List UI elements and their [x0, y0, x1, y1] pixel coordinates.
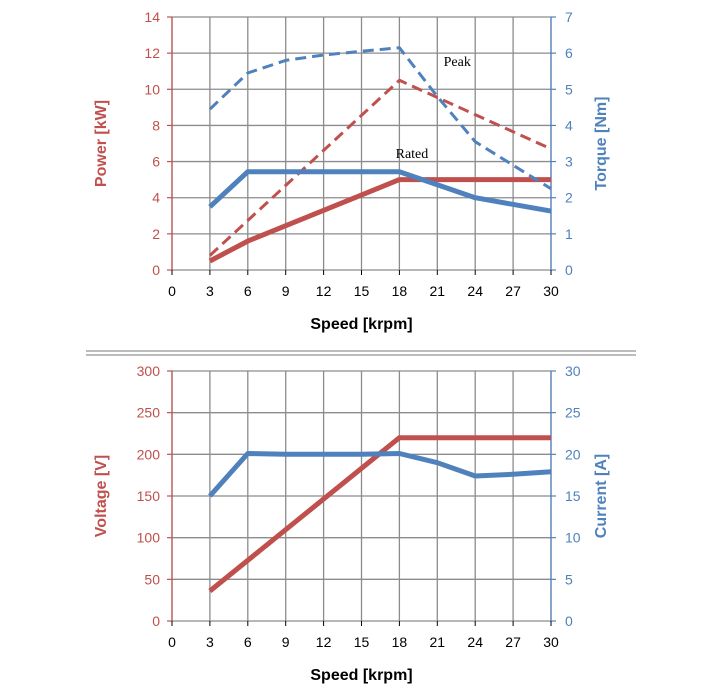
right-axis-tick-label: 0 [565, 613, 573, 629]
left-axis-tick-label: 50 [144, 571, 160, 587]
x-axis-title: Speed [krpm] [310, 667, 412, 684]
chart-divider [86, 350, 636, 356]
left-axis-tick-label: 14 [144, 9, 160, 25]
left-axis-tick-label: 300 [137, 363, 161, 379]
left-axis-tick-label: 4 [152, 190, 160, 206]
x-axis-tick-label: 18 [392, 283, 408, 299]
left-axis-tick-label: 12 [144, 45, 160, 61]
right-axis-title: Current [A] [593, 454, 610, 538]
x-axis-tick-label: 15 [354, 634, 370, 650]
x-axis-title: Speed [krpm] [310, 316, 412, 333]
blue-dashed-series-line [208, 46, 552, 190]
x-axis-tick-label: 30 [543, 283, 559, 299]
blue-solid-series-line [208, 169, 552, 214]
x-axis-tick-label: 9 [282, 634, 290, 650]
left-axis-tick-label: 100 [137, 530, 161, 546]
left-axis-title: Power [kW] [93, 100, 110, 187]
x-axis-tick-label: 15 [354, 283, 370, 299]
right-axis-tick-label: 5 [565, 571, 573, 587]
right-axis-title: Torque [Nm] [593, 97, 610, 191]
right-axis-tick-label: 30 [565, 363, 581, 379]
red-dashed-series-line [208, 78, 552, 257]
x-axis-tick-label: 27 [505, 283, 521, 299]
annotation-label: Rated [396, 147, 429, 162]
x-axis-tick-label: 24 [467, 634, 483, 650]
left-axis-tick-label: 0 [152, 262, 160, 278]
right-axis-tick-label: 10 [565, 530, 581, 546]
right-axis-tick-label: 5 [565, 81, 573, 97]
left-axis-tick-label: 8 [152, 117, 160, 133]
right-axis-tick-label: 3 [565, 154, 573, 170]
x-axis-tick-label: 18 [392, 634, 408, 650]
left-axis-tick-label: 10 [144, 81, 160, 97]
left-axis-tick-label: 2 [152, 226, 160, 242]
x-axis-tick-label: 27 [505, 634, 521, 650]
right-axis-tick-label: 6 [565, 45, 573, 61]
x-axis-tick-label: 21 [430, 634, 446, 650]
left-axis-tick-label: 0 [152, 613, 160, 629]
x-axis-tick-label: 21 [430, 283, 446, 299]
x-axis-tick-label: 9 [282, 283, 290, 299]
right-axis-tick-label: 7 [565, 9, 573, 25]
left-axis-tick-label: 250 [137, 405, 161, 421]
left-axis-tick-label: 6 [152, 154, 160, 170]
right-axis-tick-label: 0 [565, 262, 573, 278]
blue-solid-series-line [208, 451, 552, 498]
right-axis-tick-label: 2 [565, 190, 573, 206]
right-axis-tick-label: 4 [565, 117, 573, 133]
x-axis-tick-label: 30 [543, 634, 559, 650]
left-axis-tick-label: 200 [137, 446, 161, 462]
right-axis-tick-label: 1 [565, 226, 573, 242]
x-axis-tick-label: 12 [316, 634, 332, 650]
x-axis-tick-label: 3 [206, 634, 214, 650]
annotation-label: Peak [444, 55, 471, 70]
right-axis-tick-label: 25 [565, 405, 581, 421]
left-axis-tick-label: 150 [137, 488, 161, 504]
x-axis-tick-label: 0 [168, 634, 176, 650]
x-axis-tick-label: 6 [244, 634, 252, 650]
red-solid-series-line [208, 177, 551, 264]
x-axis-tick-label: 3 [206, 283, 214, 299]
x-axis-tick-label: 6 [244, 283, 252, 299]
x-axis-tick-label: 12 [316, 283, 332, 299]
x-axis-tick-label: 0 [168, 283, 176, 299]
right-axis-tick-label: 15 [565, 488, 581, 504]
x-axis-tick-label: 24 [467, 283, 483, 299]
right-axis-tick-label: 20 [565, 446, 581, 462]
red-solid-series-line [208, 435, 551, 593]
left-axis-title: Voltage [V] [93, 455, 110, 537]
